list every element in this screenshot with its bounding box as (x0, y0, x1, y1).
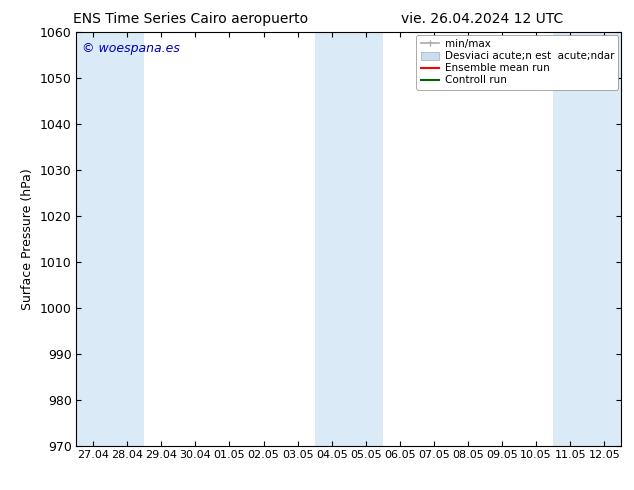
Text: ENS Time Series Cairo aeropuerto: ENS Time Series Cairo aeropuerto (73, 12, 307, 26)
Bar (349, 32, 383, 446)
Bar (76, 32, 110, 446)
Text: © woespana.es: © woespana.es (82, 42, 179, 55)
Bar (110, 32, 144, 446)
Legend: min/max, Desviaci acute;n est  acute;ndar, Ensemble mean run, Controll run: min/max, Desviaci acute;n est acute;ndar… (417, 35, 618, 90)
Y-axis label: Surface Pressure (hPa): Surface Pressure (hPa) (22, 168, 34, 310)
Bar (314, 32, 349, 446)
Bar (587, 32, 621, 446)
Bar (553, 32, 587, 446)
Text: vie. 26.04.2024 12 UTC: vie. 26.04.2024 12 UTC (401, 12, 563, 26)
